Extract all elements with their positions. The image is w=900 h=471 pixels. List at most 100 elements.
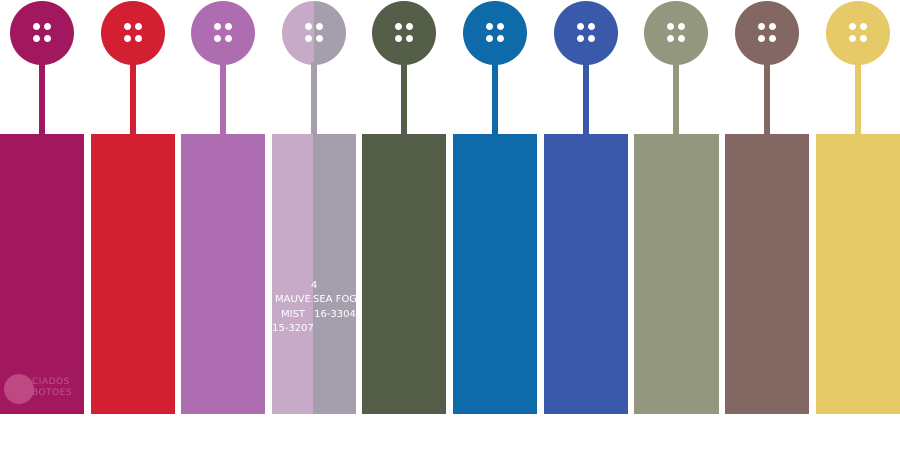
swatch-label-sea-fog: SEA FOG 16-3304 [313,293,357,322]
swatch-name: SEA FOG [313,293,357,308]
button-hole [486,23,493,30]
swatch-name: BRIGHT COBALT [453,428,537,443]
swatch-label-mauve-mist: MAUVE MIST 15-3207 [272,293,314,337]
button-icon [10,1,74,65]
button-hole [678,23,685,30]
color-panel-sea-fog [313,134,356,414]
button-stem [130,62,136,134]
swatch-label: 1 SANDRIA 19-2047 [0,413,84,457]
watermark-logo: CIADOS BOTOES [4,372,64,406]
swatch-label: 10 MISTED YELLOW 14-0837 [816,413,900,457]
button-hole [588,35,595,42]
button-stem [673,62,679,134]
swatch-number: 10 [816,413,900,428]
swatch-name: AURORA RED [91,428,175,443]
swatch-code: 14-0837 [816,442,900,457]
swatch-number: 9 [725,413,809,428]
color-panel: 9 COGNAC 18-1421 [725,134,809,414]
swatch-code: 18-1550 [91,442,175,457]
button-hole [124,35,131,42]
swatch-mauve-mist-sea-fog: 4 MAUVE MIST 15-3207 SEA FOG 16-3304 [272,0,362,414]
swatch-label: 6 BRIGHT COBALT 19-4037 [453,413,537,457]
button-stem [764,62,770,134]
button-icon [101,1,165,65]
swatch-sandria: 1 SANDRIA 19-2047 [0,0,90,414]
button-icon [826,1,890,65]
swatch-code: 19-3955 [544,442,628,457]
swatch-code: 18-1421 [725,442,809,457]
button-hole [395,35,402,42]
swatch-code: 18-8224 [181,457,265,471]
button-hole [225,23,232,30]
button-hole [769,35,776,42]
swatch-number: 3 [181,413,265,428]
color-panel: 10 MISTED YELLOW 14-0837 [816,134,900,414]
button-hole [33,35,40,42]
button-stem [401,62,407,134]
swatch-label: 2 AURORA RED 18-1550 [91,413,175,457]
swatch-label: 8 ALUMINUM 16-1107 [634,413,719,457]
button-hole [395,23,402,30]
button-hole [124,23,131,30]
button-stem [855,62,861,134]
swatch-number: 4 [272,279,356,294]
swatch-name: RADIANT [181,428,265,443]
button-hole [860,23,867,30]
button-hole [33,23,40,30]
button-stem [39,62,45,134]
swatch-code: 16-3304 [313,308,357,323]
swatch-name: CYPRESS [362,428,446,443]
button-hole [678,35,685,42]
button-hole [769,23,776,30]
button-hole [577,35,584,42]
swatch-label: 9 COGNAC 18-1421 [725,413,809,457]
swatch-code: 15-3207 [272,322,314,337]
button-stem [583,62,589,134]
button-hole [406,23,413,30]
button-hole [406,35,413,42]
button-icon [282,1,346,65]
color-panel: 6 BRIGHT COBALT 19-4037 [453,134,537,414]
color-panel: 5 CYPRESS 18-0322 [362,134,446,414]
swatch-name: SANDRIA [0,428,84,443]
swatch-label: 5 CYPRESS 18-0322 [362,413,446,457]
button-icon [735,1,799,65]
button-hole [225,35,232,42]
swatch-name: MAUVE [272,293,314,308]
swatch-bright-cobalt: 6 BRIGHT COBALT 19-4037 [453,0,544,414]
button-icon [4,374,34,404]
swatch-name: MIST [272,308,314,323]
button-stem [220,62,226,134]
swatch-royal-blue: 7 ROYAL BLUE 19-3955 [544,0,634,414]
color-panel: 7 ROYAL BLUE 19-3955 [544,134,628,414]
button-icon [554,1,618,65]
swatch-cypress: 5 CYPRESS 18-0322 [362,0,453,414]
button-hole [849,23,856,30]
swatch-number: 6 [453,413,537,428]
button-hole [497,35,504,42]
button-hole [849,35,856,42]
swatch-code: 19-4037 [453,442,537,457]
button-hole [667,35,674,42]
swatch-number: 5 [362,413,446,428]
color-panel-mauve-mist [272,134,313,414]
button-hole [758,23,765,30]
button-hole [214,23,221,30]
swatch-name: MISTED YELLOW [816,428,900,443]
button-hole [860,35,867,42]
swatch-name: COGNAC [725,428,809,443]
swatch-aurora-red: 2 AURORA RED 18-1550 [90,0,181,414]
swatch-name: ROYAL BLUE [544,428,628,443]
swatch-code: 18-0322 [362,442,446,457]
swatch-number: 8 [634,413,719,428]
swatch-aluminum: 8 ALUMINUM 16-1107 [634,0,725,414]
watermark-line2: BOTOES [32,388,72,398]
color-palette: 1 SANDRIA 19-2047 2 AURORA RED 18-1550 3… [0,0,900,414]
color-panel: 2 AURORA RED 18-1550 [91,134,175,414]
button-hole [577,23,584,30]
swatch-number: 1 [0,413,84,428]
button-stem [311,62,317,134]
color-panel: 3 RADIANT ORCHID 18-8224 [181,134,265,414]
button-icon [372,1,436,65]
color-panel: 8 ALUMINUM 16-1107 [634,134,719,414]
